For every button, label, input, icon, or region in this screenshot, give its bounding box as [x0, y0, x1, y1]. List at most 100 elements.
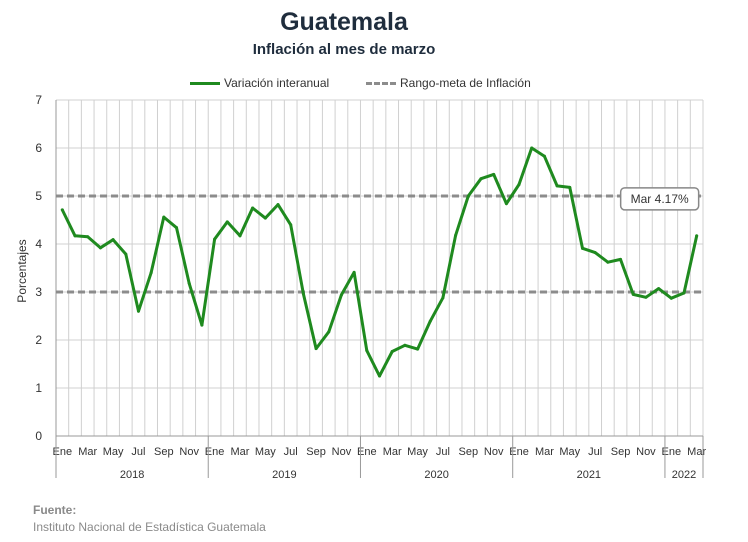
data-point: [136, 309, 140, 313]
data-point: [238, 234, 242, 238]
data-point: [86, 235, 90, 239]
data-point: [175, 226, 179, 230]
data-point: [225, 220, 229, 224]
data-point: [530, 146, 534, 150]
x-tick-label: Jul: [284, 446, 298, 458]
data-point: [162, 215, 166, 219]
legend-swatch-series: [190, 81, 220, 85]
y-tick-label: 1: [35, 381, 42, 395]
year-label: 2018: [120, 469, 144, 481]
source-label: Fuente:: [33, 503, 77, 517]
year-label: 2022: [672, 469, 696, 481]
x-tick-label: Ene: [357, 446, 377, 458]
data-point: [339, 293, 343, 297]
data-point: [365, 349, 369, 353]
x-tick-label: Mar: [535, 446, 554, 458]
chart-title: Guatemala: [280, 8, 408, 36]
x-tick-label: Mar: [230, 446, 249, 458]
data-point: [187, 281, 191, 285]
y-tick-label: 7: [35, 93, 42, 107]
x-tick-label: Jul: [436, 446, 450, 458]
data-point: [60, 208, 64, 212]
data-point: [98, 246, 102, 250]
legend-label-band: Rango-meta de Inflación: [400, 76, 531, 90]
x-tick-label: Nov: [332, 446, 352, 458]
data-point: [200, 323, 204, 327]
data-point: [657, 287, 661, 291]
legend-label-series: Variación interanual: [224, 76, 330, 90]
data-point: [695, 234, 699, 238]
data-point: [378, 374, 381, 378]
data-point: [111, 238, 115, 242]
data-point: [517, 182, 521, 186]
data-point: [251, 206, 255, 210]
data-point: [314, 347, 318, 351]
data-point: [619, 257, 623, 261]
data-point: [73, 234, 77, 238]
x-tick-label: Ene: [53, 446, 73, 458]
data-point: [149, 271, 153, 275]
data-point: [289, 223, 293, 227]
y-tick-label: 3: [35, 285, 42, 299]
year-label: 2019: [272, 469, 296, 481]
x-tick-label: Nov: [636, 446, 656, 458]
data-point: [441, 296, 445, 300]
data-point: [644, 295, 648, 299]
legend-item-band: Rango-meta de Inflación: [366, 74, 531, 92]
x-tick-label: May: [103, 446, 124, 458]
x-tick-label: Mar: [687, 446, 706, 458]
data-point: [466, 194, 470, 198]
legend: Variación interanual Rango-meta de Infla…: [0, 74, 748, 92]
data-point: [327, 330, 331, 334]
data-point: [555, 184, 559, 188]
data-point: [124, 252, 128, 256]
x-tick-label: Sep: [611, 446, 631, 458]
x-tick-label: Sep: [306, 446, 326, 458]
x-tick-label: Nov: [484, 446, 504, 458]
x-tick-label: Sep: [459, 446, 479, 458]
data-point: [631, 292, 635, 296]
data-point: [390, 350, 394, 354]
x-tick-label: May: [407, 446, 428, 458]
data-point: [580, 246, 584, 250]
y-axis-label: Porcentajes: [15, 239, 29, 302]
y-tick-label: 2: [35, 333, 42, 347]
data-point: [568, 185, 572, 189]
legend-swatch-band: [366, 81, 396, 85]
data-point: [682, 291, 686, 295]
data-point: [593, 251, 597, 255]
x-tick-label: Nov: [179, 446, 199, 458]
data-point: [352, 270, 356, 274]
x-tick-label: Mar: [78, 446, 97, 458]
x-tick-label: Sep: [154, 446, 174, 458]
year-label: 2021: [577, 469, 601, 481]
y-tick-label: 6: [35, 141, 42, 155]
annotation-label: Mar 4.17%: [631, 192, 689, 206]
x-tick-label: Ene: [509, 446, 529, 458]
data-point: [213, 237, 217, 241]
x-tick-label: Jul: [131, 446, 145, 458]
x-tick-label: Ene: [661, 446, 681, 458]
data-point: [606, 260, 610, 264]
y-tick-label: 4: [35, 237, 42, 251]
data-point: [492, 172, 496, 176]
data-point: [403, 343, 407, 347]
data-point: [454, 233, 458, 237]
data-point: [276, 203, 280, 207]
chart-subtitle: Inflación al mes de marzo: [252, 41, 436, 58]
legend-item-series: Variación interanual: [190, 74, 329, 92]
x-tick-label: Mar: [383, 446, 402, 458]
data-point: [428, 319, 432, 323]
year-label: 2020: [424, 469, 448, 481]
data-point: [416, 347, 420, 351]
data-point: [669, 296, 673, 300]
data-point: [542, 154, 546, 158]
data-point: [504, 202, 508, 206]
y-tick-label: 5: [35, 189, 42, 203]
data-point: [263, 216, 267, 220]
annotation-box: [619, 187, 700, 211]
x-tick-label: May: [559, 446, 580, 458]
x-tick-label: May: [255, 446, 276, 458]
x-tick-label: Ene: [205, 446, 225, 458]
